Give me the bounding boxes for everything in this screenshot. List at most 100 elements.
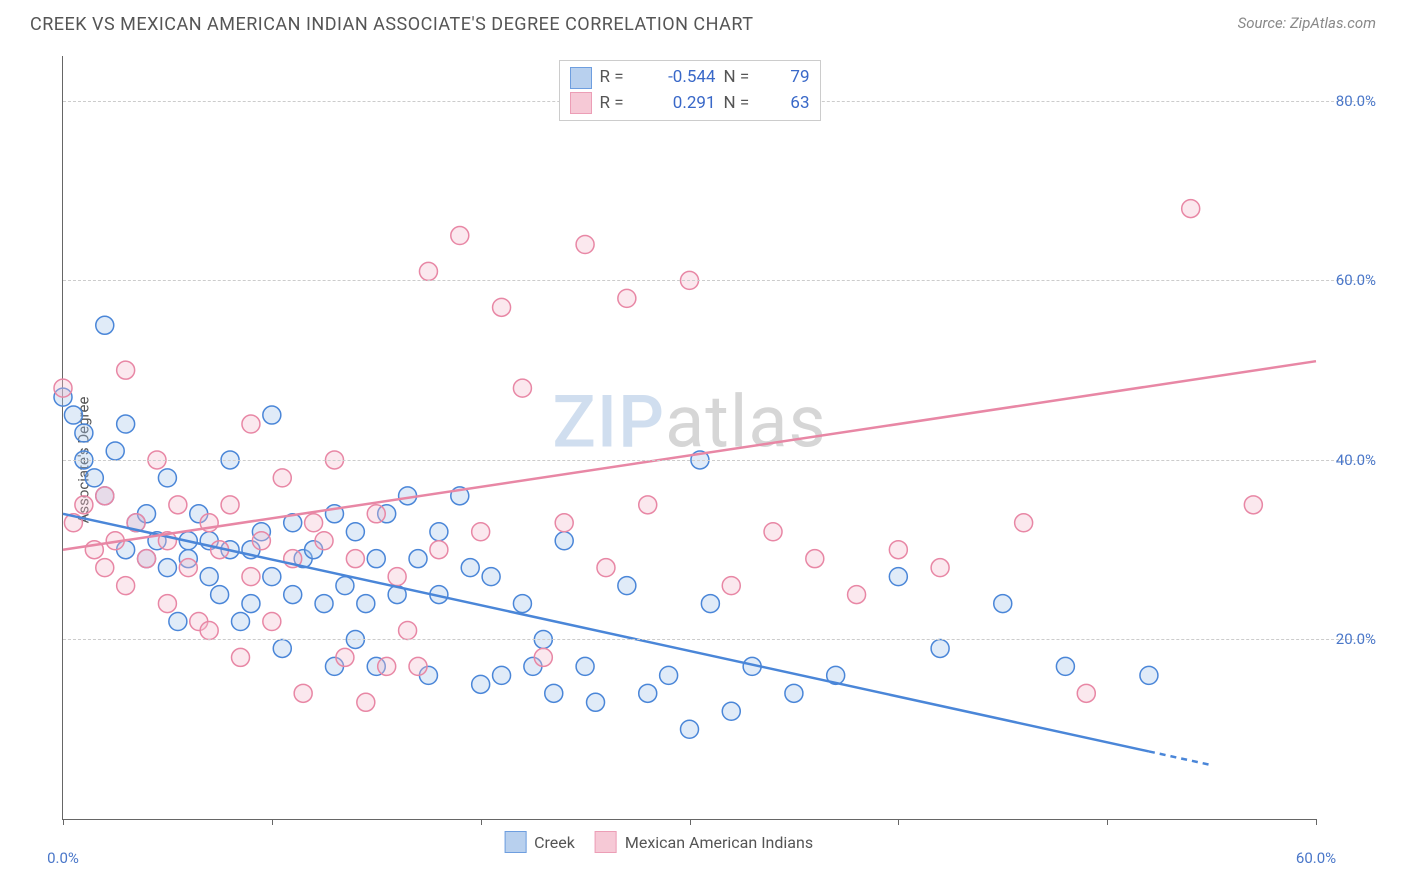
data-point <box>931 639 949 657</box>
data-point <box>221 496 239 514</box>
r-label: R = <box>600 91 638 117</box>
data-point <box>534 648 552 666</box>
legend-stats-row: R = 0.291 N = 63 <box>570 91 810 117</box>
x-tick <box>690 819 691 825</box>
data-point <box>357 595 375 613</box>
data-point <box>315 532 333 550</box>
data-point <box>660 666 678 684</box>
data-point <box>576 236 594 254</box>
x-tick-label: 0.0% <box>47 849 79 867</box>
x-tick <box>1316 819 1317 825</box>
data-point <box>451 227 469 245</box>
gridline <box>63 280 1374 281</box>
data-point <box>169 496 187 514</box>
y-tick-label: 80.0% <box>1336 92 1376 110</box>
data-point <box>430 523 448 541</box>
data-point <box>232 648 250 666</box>
header: CREEK VS MEXICAN AMERICAN INDIAN ASSOCIA… <box>0 0 1406 43</box>
data-point <box>472 675 490 693</box>
gridline <box>63 639 1374 640</box>
data-point <box>242 568 260 586</box>
data-point <box>96 559 114 577</box>
data-point <box>200 621 218 639</box>
series-legend: Creek Mexican American Indians <box>504 831 813 853</box>
data-point <box>273 639 291 657</box>
data-point <box>639 684 657 702</box>
data-point <box>263 613 281 631</box>
data-point <box>336 648 354 666</box>
data-point <box>722 702 740 720</box>
data-point <box>409 550 427 568</box>
y-tick-label: 60.0% <box>1336 271 1376 289</box>
chart-title: CREEK VS MEXICAN AMERICAN INDIAN ASSOCIA… <box>30 14 753 35</box>
data-point <box>64 406 82 424</box>
plot-region: ZIPatlas R =-0.544N =79R =0.291N =63 Cre… <box>62 56 1316 820</box>
trend-line-dashed <box>1149 751 1212 765</box>
data-point <box>513 595 531 613</box>
legend-swatch <box>504 831 526 853</box>
legend-swatch <box>570 67 592 89</box>
data-point <box>994 595 1012 613</box>
data-point <box>273 469 291 487</box>
data-point <box>482 568 500 586</box>
legend-item: Mexican American Indians <box>595 831 813 853</box>
data-point <box>117 361 135 379</box>
data-point <box>315 595 333 613</box>
data-point <box>117 577 135 595</box>
x-tick <box>63 819 64 825</box>
data-point <box>545 684 563 702</box>
data-point <box>106 442 124 460</box>
n-value: 63 <box>770 91 810 117</box>
data-point <box>618 289 636 307</box>
data-point <box>555 514 573 532</box>
data-point <box>493 298 511 316</box>
data-point <box>346 550 364 568</box>
x-tick <box>1107 819 1108 825</box>
data-point <box>158 595 176 613</box>
data-point <box>158 469 176 487</box>
data-point <box>75 496 93 514</box>
data-point <box>618 577 636 595</box>
r-value: 0.291 <box>646 91 716 117</box>
data-point <box>252 532 270 550</box>
correlation-legend: R =-0.544N =79R =0.291N =63 <box>559 60 821 121</box>
data-point <box>179 559 197 577</box>
trend-line <box>63 514 1149 752</box>
data-point <box>764 523 782 541</box>
data-point <box>378 657 396 675</box>
data-point <box>785 684 803 702</box>
data-point <box>1182 200 1200 218</box>
x-tick-label: 60.0% <box>1296 849 1336 867</box>
data-point <box>200 568 218 586</box>
chart-area: Associate's Degree ZIPatlas R =-0.544N =… <box>30 48 1386 872</box>
data-point <box>305 514 323 532</box>
legend-swatch <box>595 831 617 853</box>
data-point <box>158 559 176 577</box>
data-point <box>211 586 229 604</box>
data-point <box>242 415 260 433</box>
n-label: N = <box>724 65 762 91</box>
data-point <box>576 657 594 675</box>
n-label: N = <box>724 91 762 117</box>
x-tick <box>481 819 482 825</box>
n-value: 79 <box>770 65 810 91</box>
data-point <box>169 613 187 631</box>
data-point <box>336 577 354 595</box>
data-point <box>430 541 448 559</box>
data-point <box>96 487 114 505</box>
source-attribution: Source: ZipAtlas.com <box>1238 14 1376 32</box>
data-point <box>722 577 740 595</box>
data-point <box>96 316 114 334</box>
data-point <box>493 666 511 684</box>
legend-item: Creek <box>504 831 575 853</box>
legend-label: Creek <box>534 833 575 852</box>
data-point <box>587 693 605 711</box>
data-point <box>294 684 312 702</box>
x-tick <box>898 819 899 825</box>
data-point <box>263 568 281 586</box>
data-point <box>1077 684 1095 702</box>
data-point <box>399 621 417 639</box>
data-point <box>806 550 824 568</box>
data-point <box>848 586 866 604</box>
r-label: R = <box>600 65 638 91</box>
